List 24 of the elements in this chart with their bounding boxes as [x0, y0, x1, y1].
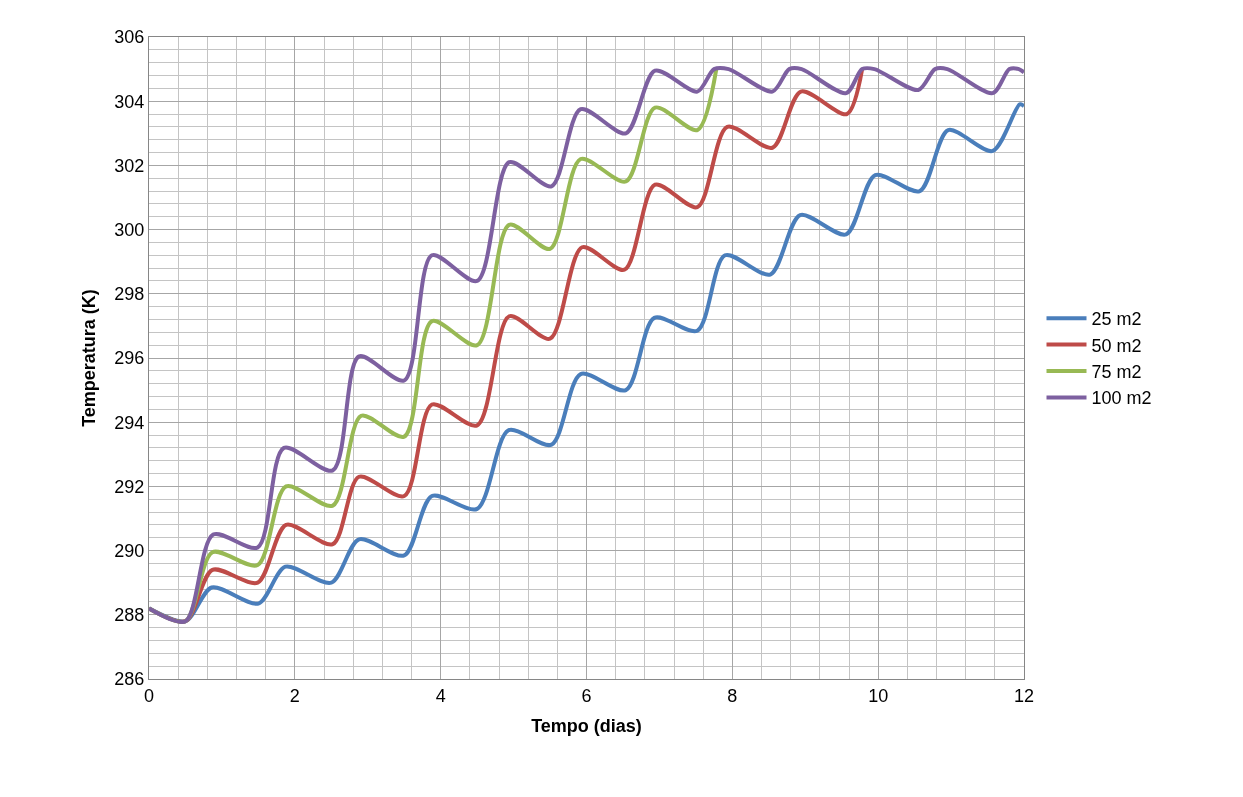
y-tick-label: 286	[114, 669, 145, 690]
y-tick-label: 306	[114, 27, 145, 48]
y-tick-label: 296	[114, 348, 145, 369]
y-axis-title: Temperatura (K)	[78, 289, 99, 427]
y-tick-label: 294	[114, 412, 145, 433]
x-tick-label: 8	[727, 685, 738, 706]
y-tick-label: 302	[114, 155, 145, 176]
x-tick-label: 2	[289, 685, 300, 706]
x-tick-label: 12	[1013, 685, 1035, 706]
x-tick-label: 0	[143, 685, 155, 706]
x-tick-label: 6	[581, 685, 592, 706]
legend-label: 50 m2	[1091, 335, 1142, 356]
x-axis-title: Tempo (dias)	[531, 715, 642, 736]
x-tick-label: 10	[868, 685, 889, 706]
y-tick-label: 292	[114, 476, 145, 497]
legend-label: 75 m2	[1091, 362, 1142, 383]
x-tick-label: 4	[435, 685, 446, 706]
y-tick-label: 300	[114, 219, 145, 240]
legend-label: 25 m2	[1091, 309, 1142, 330]
y-tick-label: 290	[114, 540, 145, 561]
y-tick-label: 288	[114, 605, 145, 626]
y-tick-label: 298	[114, 284, 145, 305]
y-tick-label: 304	[114, 91, 145, 112]
legend-label: 100 m2	[1091, 388, 1152, 409]
